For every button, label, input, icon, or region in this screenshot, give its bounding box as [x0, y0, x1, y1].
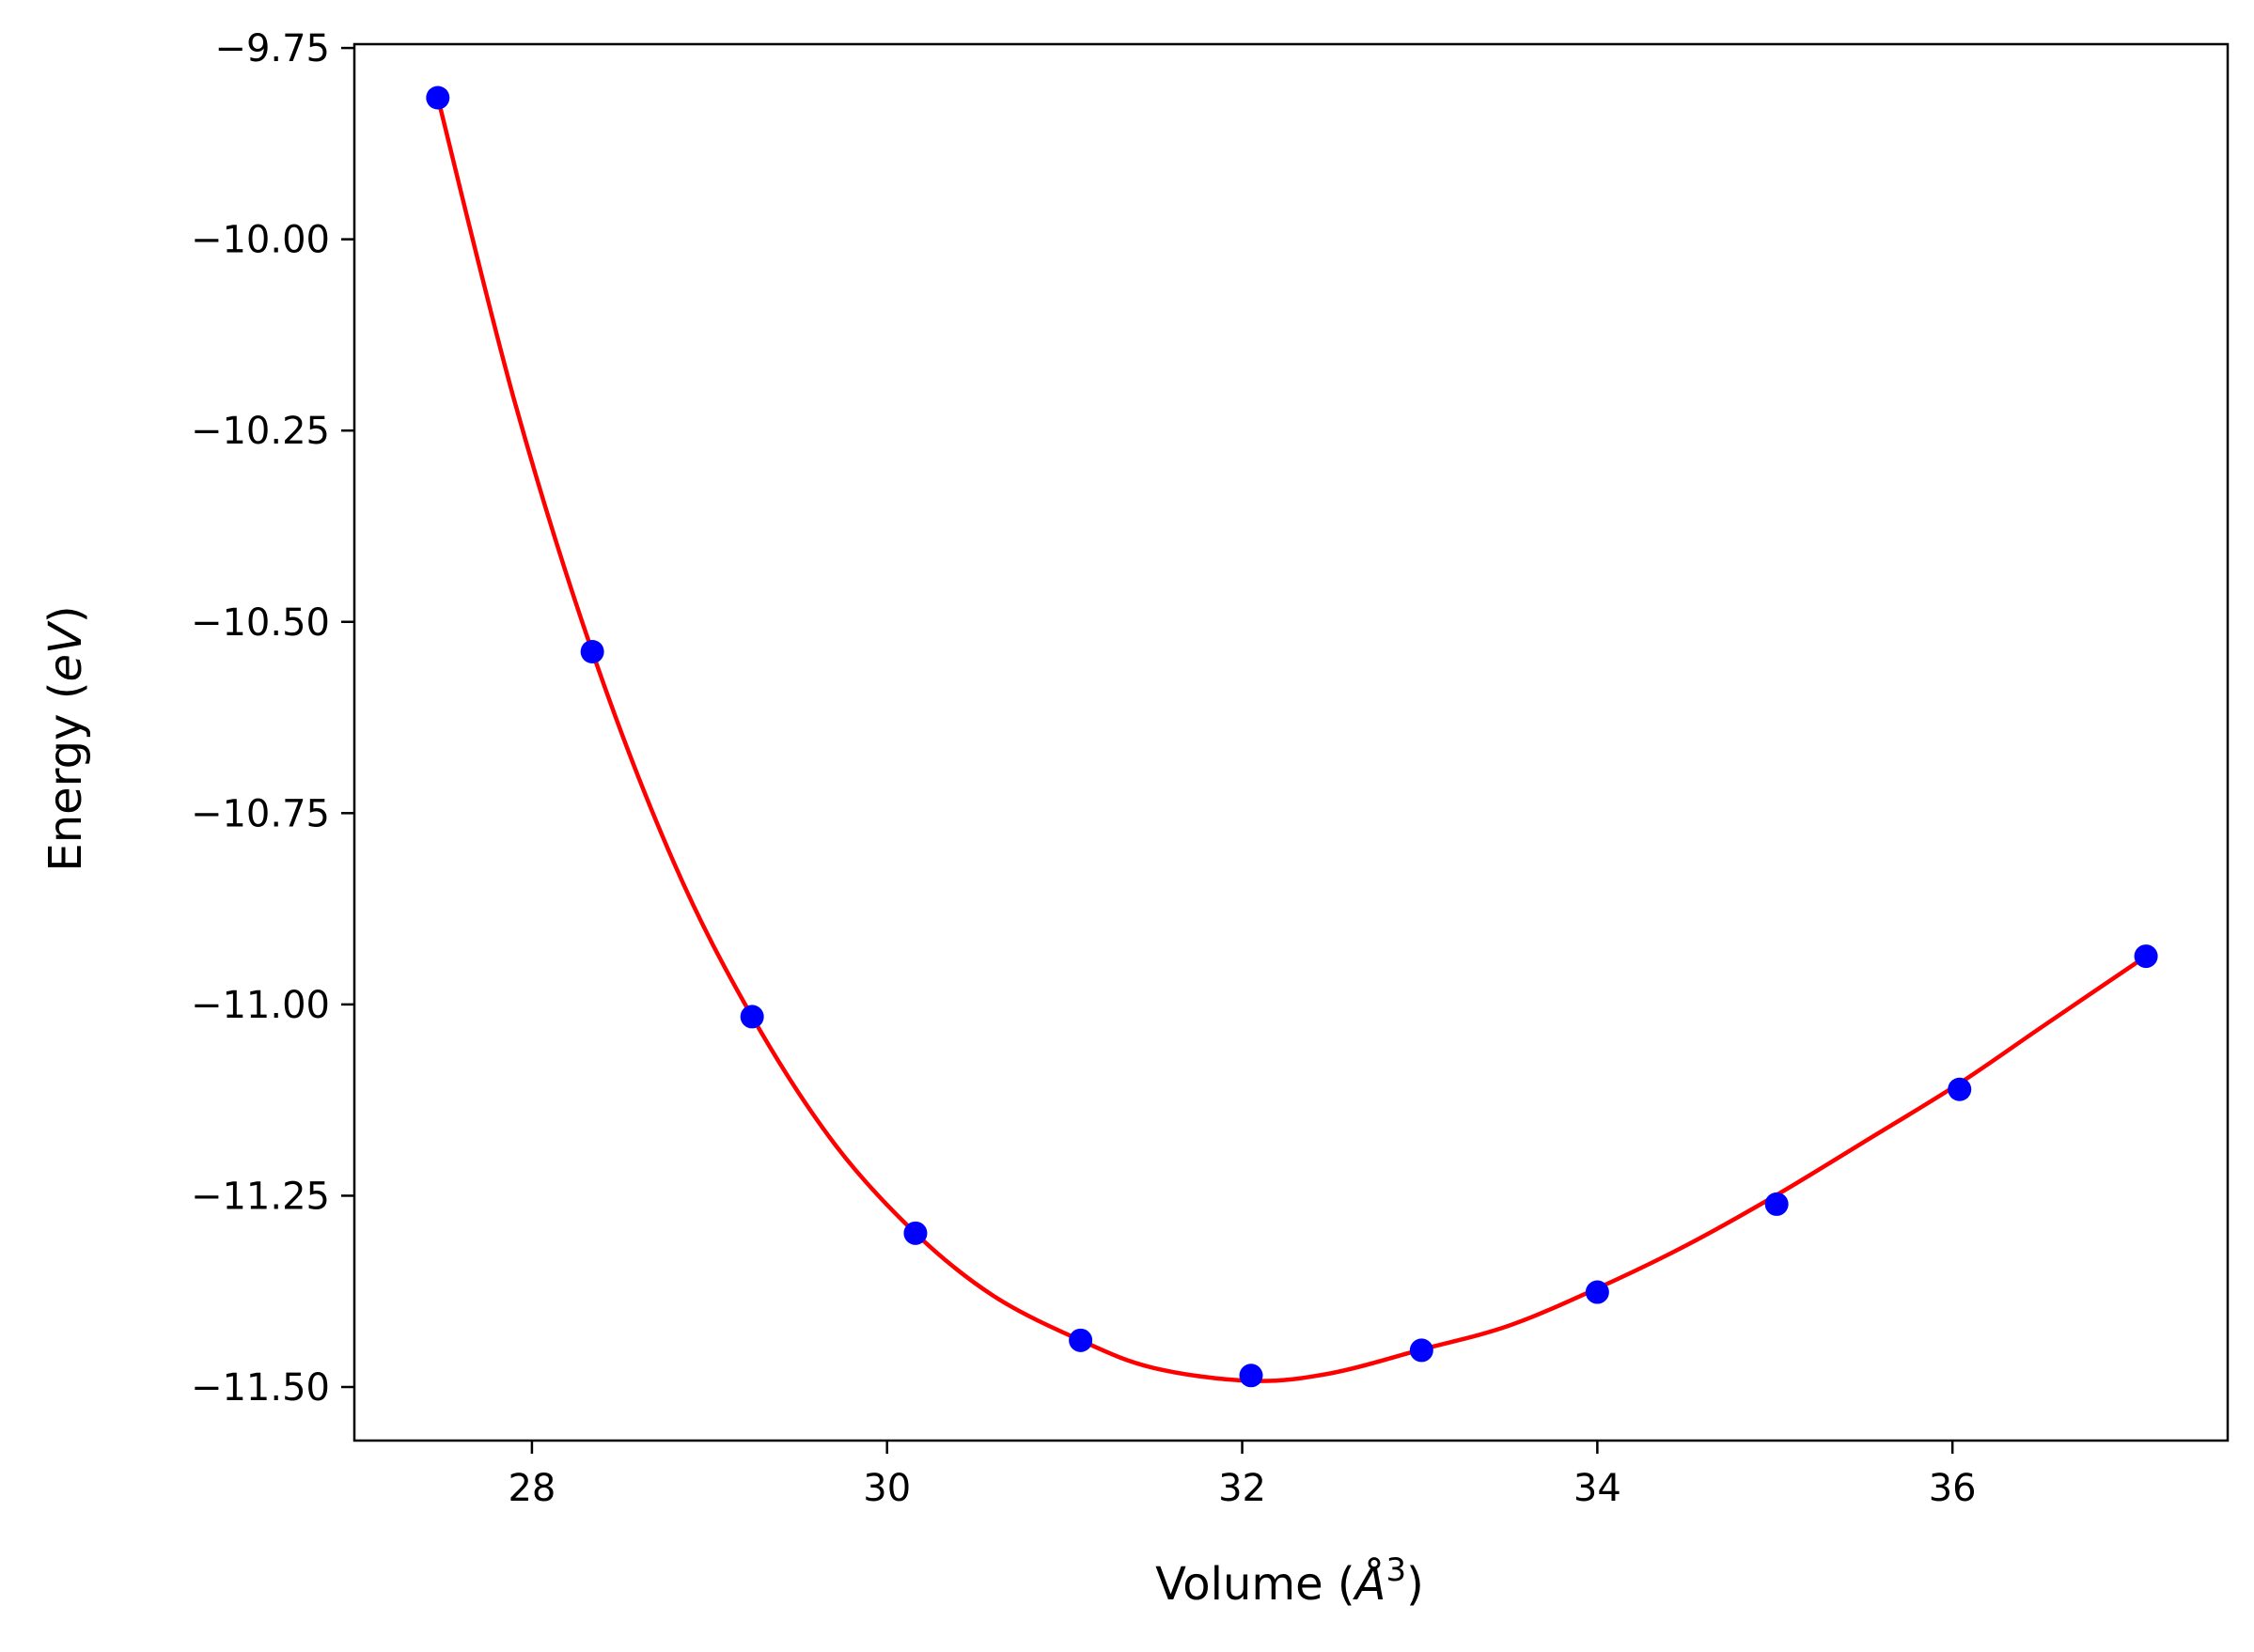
x-axis-ticks: 28 30 32 34 36 — [508, 1441, 1977, 1510]
data-point — [426, 86, 450, 110]
axes-frame — [352, 42, 2230, 1442]
x-tick-label: 30 — [863, 1467, 911, 1510]
y-tick-label: −10.00 — [191, 219, 330, 262]
data-point — [1585, 1280, 1609, 1304]
data-point — [580, 640, 604, 664]
plot-area — [352, 42, 2230, 1442]
y-tick-label: −10.25 — [191, 410, 330, 453]
data-point — [1948, 1077, 1972, 1101]
data-point — [740, 1005, 764, 1029]
x-tick-label: 28 — [508, 1467, 556, 1510]
data-point — [1239, 1364, 1263, 1388]
y-tick-label: −10.75 — [191, 792, 330, 835]
y-tick-label: −11.50 — [191, 1366, 330, 1410]
data-point — [1764, 1192, 1789, 1216]
x-axis-label: Volume (Å3) — [1155, 1551, 1424, 1611]
x-tick-label: 36 — [1929, 1467, 1977, 1510]
x-tick-label: 34 — [1573, 1467, 1621, 1510]
data-point — [2134, 944, 2158, 969]
data-point — [1409, 1338, 1433, 1363]
data-point — [903, 1221, 928, 1245]
y-axis-label: Energy (eV) — [39, 605, 92, 871]
y-tick-label: −11.00 — [191, 984, 330, 1027]
y-tick-label: −11.25 — [191, 1175, 330, 1218]
y-axis-ticks: −9.75 −10.00 −10.25 −10.50 −10.75 −11.00 −11.2… — [191, 27, 354, 1410]
fit-curve-line — [435, 95, 2150, 1383]
data-point — [1069, 1328, 1093, 1352]
y-tick-label: −9.75 — [214, 27, 330, 70]
x-tick-label: 32 — [1218, 1467, 1266, 1510]
y-tick-label: −10.50 — [191, 601, 330, 645]
